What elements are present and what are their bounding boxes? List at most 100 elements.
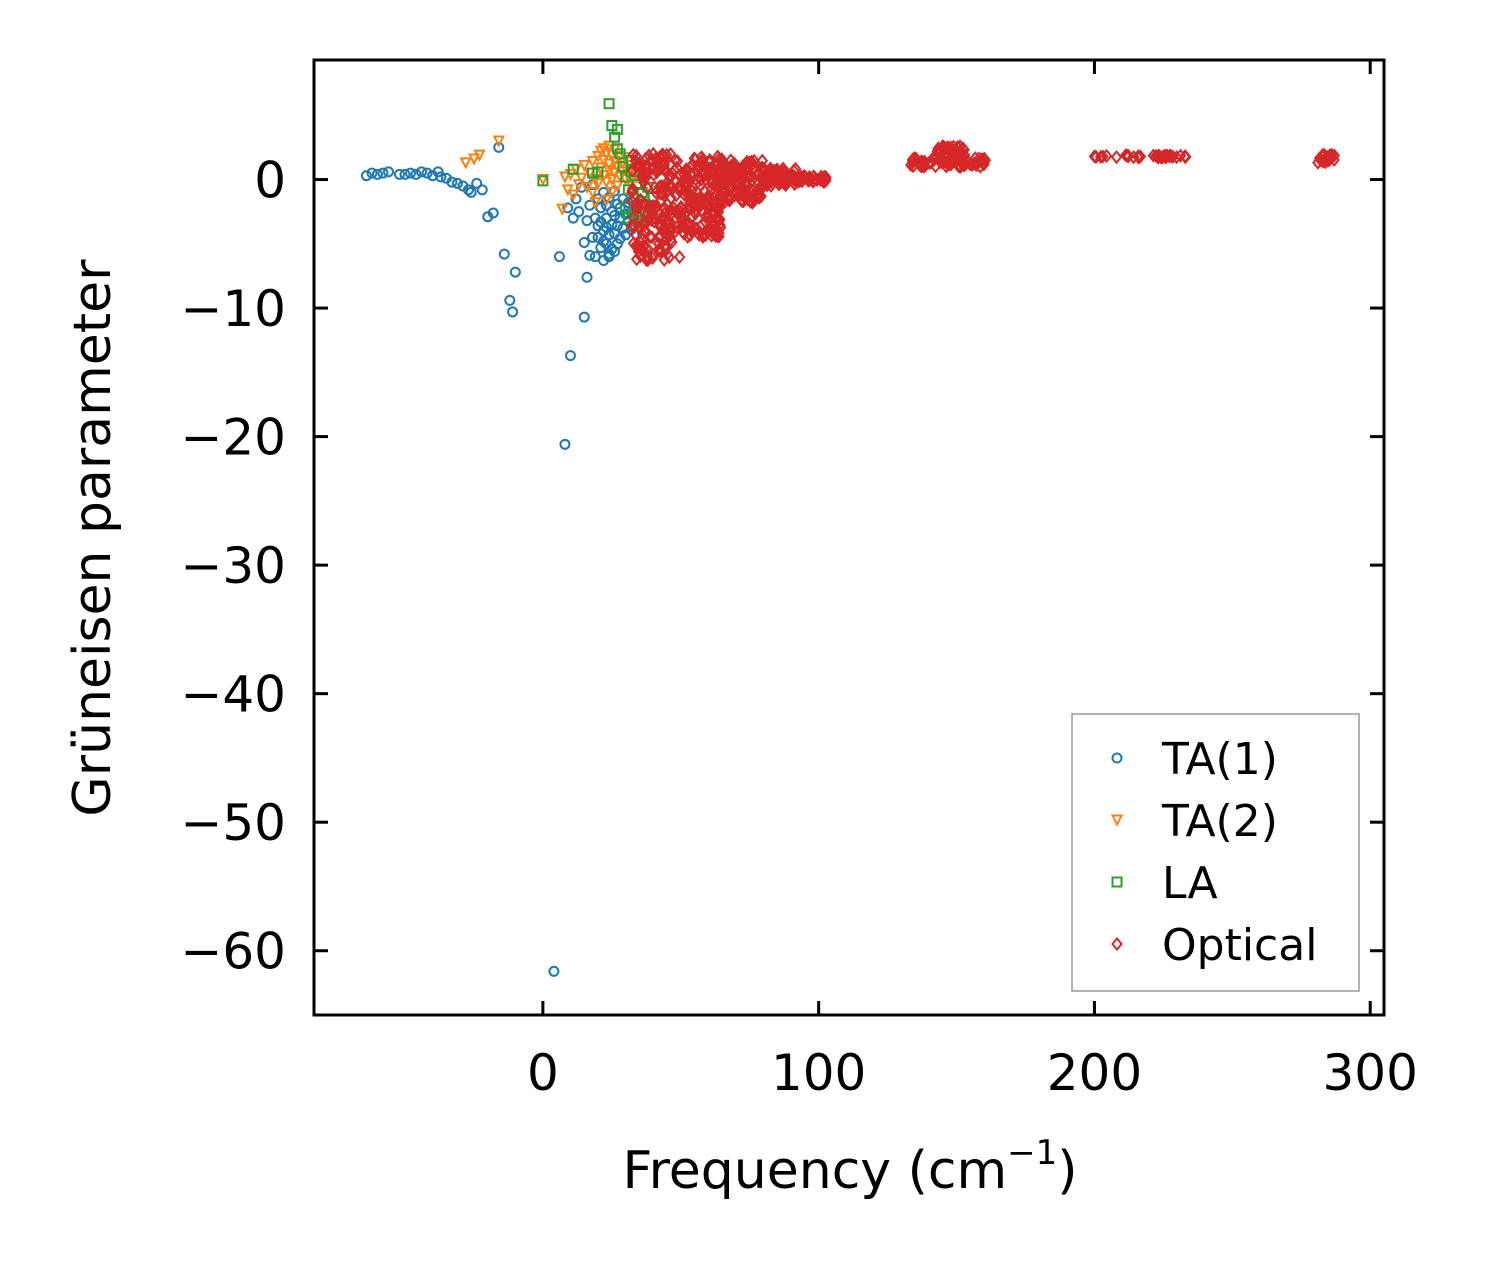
data-point: [1170, 150, 1183, 165]
data-point: [649, 180, 661, 195]
data-point: [1132, 149, 1145, 165]
data-point: [605, 186, 618, 200]
data-point: [807, 174, 819, 189]
data-point: [602, 158, 616, 171]
legend-marker: [1110, 814, 1124, 827]
legend-item: Optical: [1111, 920, 1317, 971]
data-point: [669, 224, 681, 239]
data-point: [504, 294, 516, 306]
data-point: [645, 153, 657, 168]
data-point: [562, 202, 574, 214]
data-point: [1174, 148, 1187, 163]
data-point: [978, 151, 991, 166]
y-tick-label: −60: [180, 923, 286, 981]
data-point: [705, 225, 718, 240]
data-point: [724, 153, 737, 168]
data-point: [675, 205, 687, 220]
data-point: [575, 172, 588, 185]
data-point: [651, 158, 664, 173]
data-point: [609, 131, 621, 143]
y-axis-label: Grüneisen parameter: [63, 259, 123, 817]
data-point: [467, 153, 481, 166]
data-point: [719, 160, 731, 175]
data-point: [628, 218, 641, 233]
data-point: [476, 184, 488, 196]
data-point: [815, 172, 828, 187]
data-point: [451, 177, 463, 189]
data-point: [697, 152, 709, 167]
data-point: [600, 194, 613, 207]
data-point: [600, 221, 612, 233]
data-point: [693, 200, 705, 215]
data-point: [655, 186, 667, 201]
data-point: [1147, 148, 1160, 163]
data-point: [744, 194, 757, 209]
data-point: [567, 189, 580, 202]
data-point: [573, 206, 585, 218]
data-point: [657, 225, 670, 240]
data-point: [498, 248, 510, 260]
data-point: [1150, 148, 1162, 164]
data-point: [949, 147, 962, 163]
data-point: [631, 237, 643, 252]
data-point: [745, 154, 758, 169]
data-point: [591, 177, 605, 191]
data-point: [678, 187, 691, 202]
data-point: [705, 182, 717, 197]
data-point: [600, 176, 613, 189]
data-point: [578, 159, 591, 173]
data-point: [975, 152, 988, 167]
data-point: [627, 147, 640, 162]
data-point: [769, 167, 782, 182]
data-point: [473, 149, 486, 162]
data-point: [558, 171, 572, 184]
data-point: [595, 202, 607, 214]
data-point: [536, 174, 550, 187]
legend-item: TA(1): [1111, 734, 1278, 785]
legend-item: LA: [1111, 858, 1218, 909]
axis-ticks: 0 100 200 300 0 −10 −20 −30 −40 −50 −60: [180, 60, 1418, 1102]
data-point: [382, 166, 394, 178]
data-point: [1163, 149, 1176, 164]
legend: TA(1) TA(2) LA Optical: [1071, 713, 1360, 992]
data-point: [639, 197, 652, 212]
data-point: [609, 246, 621, 258]
data-point: [905, 158, 917, 173]
data-point: [626, 163, 639, 178]
data-point: [603, 98, 615, 110]
data-point: [665, 190, 677, 206]
data-point: [592, 166, 604, 178]
data-point: [630, 148, 643, 163]
data-point: [658, 252, 671, 268]
data-point: [1179, 149, 1191, 164]
data-point: [713, 225, 725, 241]
data-point: [614, 148, 626, 160]
data-point: [753, 181, 765, 196]
data-point: [416, 166, 428, 178]
data-point: [631, 200, 644, 215]
x-axis-label-superscript: −1: [1007, 1133, 1057, 1173]
data-point: [741, 170, 754, 185]
data-point: [1316, 149, 1329, 164]
data-point: [661, 247, 673, 262]
data-point: [932, 144, 944, 159]
data-point: [603, 248, 615, 260]
data-point: [410, 168, 422, 180]
data-point: [966, 157, 978, 173]
data-point: [371, 168, 383, 180]
data-point: [393, 168, 405, 180]
data-point: [487, 207, 499, 219]
data-point: [664, 170, 677, 185]
data-point: [421, 167, 433, 179]
data-point: [709, 228, 722, 243]
data-point: [459, 157, 472, 170]
legend-marker: [1111, 936, 1123, 952]
y-tick-label: −20: [180, 409, 286, 467]
data-point: [678, 219, 690, 234]
data-point: [465, 186, 477, 198]
data-point: [653, 241, 666, 256]
data-point: [723, 192, 736, 207]
data-point: [493, 141, 505, 153]
x-tick-label: 100: [771, 1044, 866, 1102]
data-point: [625, 219, 638, 234]
